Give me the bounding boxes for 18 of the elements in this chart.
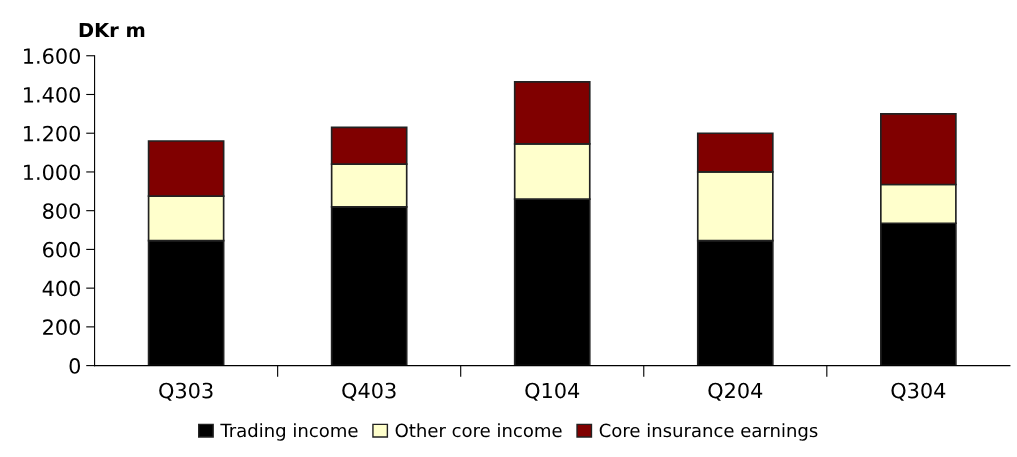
y-tick-label: 1.600 (24, 48, 80, 64)
y-tick-label: 200 (43, 319, 80, 336)
x-tick-label: Q303 (159, 382, 213, 401)
x-tick-label: Q403 (342, 382, 396, 401)
legend-label: Trading income (220, 423, 358, 441)
x-tick-label: Q104 (525, 382, 580, 401)
x-tick-label: Q304 (891, 382, 946, 401)
legend-label: Core insurance earnings (599, 423, 818, 441)
y-tick-label: 1.400 (24, 86, 80, 103)
y-tick-label: 1.000 (24, 164, 80, 181)
y-tick-label: 0 (69, 358, 80, 374)
legend-label: Other core income (395, 423, 562, 438)
y-tick-label: 1.200 (24, 125, 80, 142)
y-tick-label: 600 (43, 241, 80, 258)
y-tick-label: 800 (43, 203, 80, 219)
x-tick-label: Q204 (708, 382, 763, 401)
y-axis-title: DKr m (79, 22, 145, 38)
y-tick-label: 400 (42, 280, 80, 297)
